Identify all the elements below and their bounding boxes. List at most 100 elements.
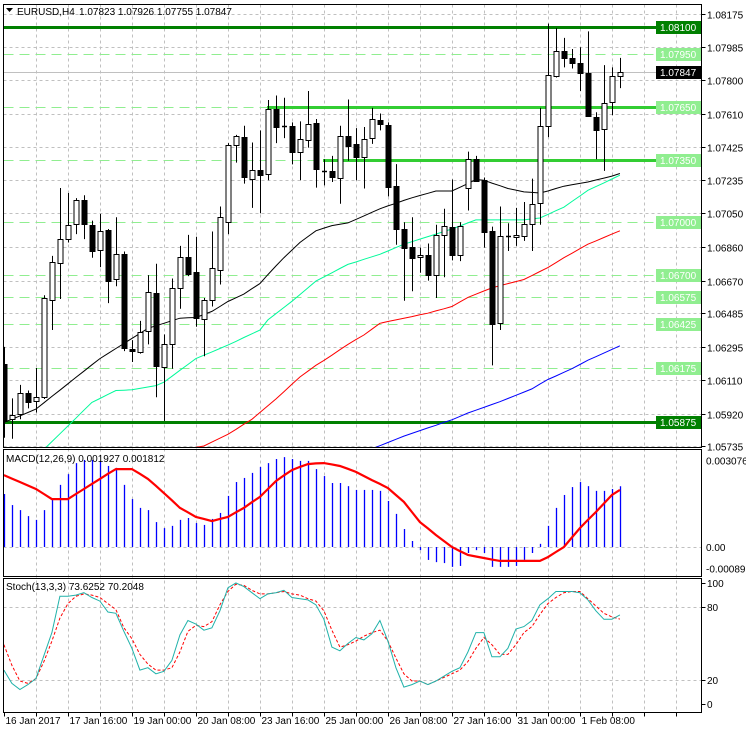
candle-body-bullish xyxy=(529,204,536,225)
candle-body-bullish xyxy=(361,139,368,158)
candle xyxy=(137,320,144,354)
candle-body-bearish xyxy=(425,255,432,276)
macd-panel xyxy=(3,457,622,567)
horizontal-levels xyxy=(3,26,702,424)
candle xyxy=(433,224,440,298)
candle xyxy=(377,113,384,131)
level-price-label: 1.06175 xyxy=(660,364,697,375)
time-label: 26 Jan 08:00 xyxy=(390,716,448,727)
candle-body-bearish xyxy=(329,171,336,178)
price-tick-label: 1.06485 xyxy=(707,310,744,321)
candle-body-bullish xyxy=(601,103,608,130)
candle-body-bearish xyxy=(129,349,136,352)
candle-body-bearish xyxy=(257,170,264,176)
candle xyxy=(89,220,96,258)
time-label: 23 Jan 16:00 xyxy=(262,716,320,727)
candle-body-bullish xyxy=(265,109,272,175)
candle-body-bullish xyxy=(537,126,544,204)
candle-body-bullish xyxy=(201,300,208,320)
time-label: 16 Jan 2017 xyxy=(6,716,61,727)
candle xyxy=(345,99,352,161)
price-tick-label: 1.07985 xyxy=(707,44,744,55)
moving-averages xyxy=(3,173,621,448)
level-price-tag xyxy=(656,21,701,34)
candle xyxy=(417,247,424,273)
time-label: 31 Jan 00:00 xyxy=(518,716,576,727)
candle-body-bearish xyxy=(561,51,568,59)
candle xyxy=(289,122,296,165)
macd-axis-label: 0.00 xyxy=(706,543,726,554)
level-price-label: 1.07950 xyxy=(660,50,697,61)
candle-body-bullish xyxy=(465,159,472,189)
candle xyxy=(73,198,80,235)
candle-body-bearish xyxy=(313,123,320,170)
level-price-label: 1.06700 xyxy=(660,271,697,282)
time-label: 1 Feb 08:00 xyxy=(582,716,636,727)
price-tick-label: 1.06670 xyxy=(707,278,744,289)
candle-body-bullish xyxy=(249,170,256,180)
candle xyxy=(329,155,336,182)
stoch-label: Stoch(13,3,3) 73.6252 70.2048 xyxy=(6,582,144,593)
price-tick-label: 1.06295 xyxy=(707,344,744,355)
candle xyxy=(569,48,576,69)
candle xyxy=(225,143,232,235)
panel-frames xyxy=(3,4,702,713)
candle xyxy=(177,245,184,309)
candle xyxy=(129,340,136,362)
candle xyxy=(521,202,528,241)
candle xyxy=(457,222,464,262)
stoch-main-line xyxy=(3,582,621,691)
time-label: 17 Jan 16:00 xyxy=(70,716,128,727)
candle-body-bullish xyxy=(457,226,464,256)
candle-body-bearish xyxy=(121,254,128,349)
candle-body-bullish xyxy=(497,236,504,324)
time-label: 27 Jan 16:00 xyxy=(454,716,512,727)
level-price-tag xyxy=(656,154,701,167)
candle-body-bullish xyxy=(545,75,552,127)
level-price-label: 1.06425 xyxy=(660,320,697,331)
candle-body-bullish xyxy=(369,119,376,139)
candle xyxy=(81,195,88,240)
candle-body-bearish xyxy=(393,186,400,230)
candle-body-bullish xyxy=(233,136,240,146)
candle-body-bearish xyxy=(353,144,360,158)
candle-body-bearish xyxy=(25,393,32,403)
level-price-label: 1.07650 xyxy=(660,103,697,114)
stoch-axis-label: 0 xyxy=(707,700,713,711)
level-price-tag xyxy=(656,269,701,282)
candle xyxy=(322,159,327,186)
candle xyxy=(153,263,160,398)
candle-body-bullish xyxy=(297,139,304,153)
candle xyxy=(305,91,312,148)
candle xyxy=(241,125,248,184)
candle-body-bearish xyxy=(241,137,248,178)
candle xyxy=(489,226,496,366)
triangle-down-icon[interactable] xyxy=(6,8,13,12)
price-tick-label: 1.06110 xyxy=(707,377,743,388)
candle-body-bearish xyxy=(569,58,576,64)
candle xyxy=(161,334,168,421)
candle xyxy=(297,121,304,181)
stochastic-panel xyxy=(3,582,621,691)
candle-body-bullish xyxy=(145,292,152,332)
level-price-label: 1.05875 xyxy=(660,418,697,429)
price-tick-label: 1.07425 xyxy=(707,144,744,155)
candle xyxy=(313,119,320,188)
candle-body-bearish xyxy=(585,73,592,117)
candle-body-bearish xyxy=(89,225,96,252)
level-price-tag xyxy=(656,318,701,331)
candle-body-bullish xyxy=(9,415,16,420)
moving-average-line xyxy=(3,173,621,423)
current-price-tag xyxy=(656,66,701,79)
candle-body-bullish xyxy=(305,124,312,141)
chart-header: EURUSD,H4 1.07823 1.07926 1.07755 1.0784… xyxy=(6,7,232,18)
panel-frame xyxy=(3,578,702,713)
candle-body-bearish xyxy=(593,117,600,131)
macd-label: MACD(12,26,9) 0.001927 0.001812 xyxy=(6,454,165,465)
candle-body-bullish xyxy=(137,332,144,353)
candle xyxy=(497,206,504,331)
candle xyxy=(617,57,624,89)
candle xyxy=(449,179,456,261)
candle-body-bullish xyxy=(113,254,120,280)
